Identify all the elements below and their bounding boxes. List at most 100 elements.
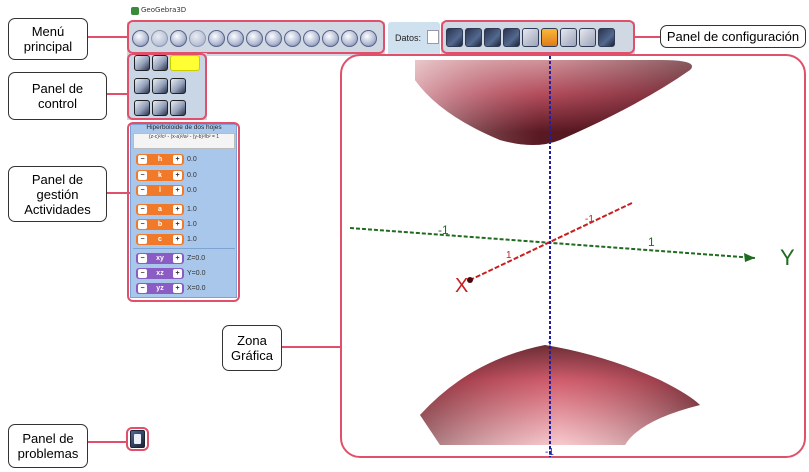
control-button-6[interactable] xyxy=(134,100,150,116)
y-axis-arrow xyxy=(744,253,755,262)
param-decrement-button[interactable]: − xyxy=(138,254,147,263)
graphics-view[interactable]: Y -1 1 X 1 -1 1 -1 xyxy=(340,55,806,458)
callout-panel-actividades: Panel de gestión Actividades xyxy=(8,166,107,222)
param-decrement-button[interactable]: − xyxy=(138,205,147,214)
control-button-7[interactable] xyxy=(152,100,168,116)
param-increment-button[interactable]: + xyxy=(173,171,182,180)
problems-highlight-box xyxy=(126,427,149,451)
activity-formula: (z-c)²/c² - (x-a)²/a² - (y-b)²/b² = 1 xyxy=(133,133,235,149)
param-value: 0.0 xyxy=(187,156,197,163)
param-row-1: − k + xyxy=(136,170,184,181)
param-value: 0.0 xyxy=(187,187,197,194)
callout-panel-problemas: Panel de problemas xyxy=(8,424,88,468)
param-row-7: − xz + xyxy=(136,268,184,279)
param-name: c xyxy=(158,236,162,243)
param-separator xyxy=(133,248,235,249)
menu-button-12[interactable] xyxy=(341,30,358,47)
param-decrement-button[interactable]: − xyxy=(138,284,147,293)
color-swatch[interactable] xyxy=(170,55,200,71)
x-axis-label: X xyxy=(455,275,468,297)
param-name: a xyxy=(158,206,162,213)
menu-callout-line xyxy=(87,36,127,38)
callout-panel-control: Panel de control xyxy=(8,72,107,120)
param-row-8: − yz + xyxy=(136,283,184,294)
control-button-8[interactable] xyxy=(170,100,186,116)
menu-highlight-box xyxy=(127,20,385,54)
param-increment-button[interactable]: + xyxy=(173,155,182,164)
config-button-6[interactable] xyxy=(541,28,558,47)
config-button-2[interactable] xyxy=(465,28,482,47)
control-button-5[interactable] xyxy=(170,78,186,94)
lower-sheet-shade xyxy=(420,345,700,445)
param-increment-button[interactable]: + xyxy=(173,235,182,244)
config-button-8[interactable] xyxy=(579,28,596,47)
menu-button-2[interactable] xyxy=(151,30,168,47)
menu-button-10[interactable] xyxy=(303,30,320,47)
config-button-7[interactable] xyxy=(560,28,577,47)
param-name: k xyxy=(158,172,162,179)
callout-panel-configuracion: Panel de configuración xyxy=(660,25,806,48)
param-increment-button[interactable]: + xyxy=(173,284,182,293)
app-title: GeoGebra3D xyxy=(141,6,187,14)
param-row-3: − a + xyxy=(136,204,184,215)
param-increment-button[interactable]: + xyxy=(173,205,182,214)
problems-callout-line xyxy=(88,441,126,443)
config-callout-line xyxy=(635,36,660,38)
menu-button-3[interactable] xyxy=(170,30,187,47)
menu-button-5[interactable] xyxy=(208,30,225,47)
menu-button-8[interactable] xyxy=(265,30,282,47)
param-value: 0.0 xyxy=(187,172,197,179)
control-button-3[interactable] xyxy=(134,78,150,94)
callout-menu-principal: Menú principal xyxy=(8,18,88,60)
param-decrement-button[interactable]: − xyxy=(138,235,147,244)
control-button-2[interactable] xyxy=(152,55,168,71)
menu-button-4[interactable] xyxy=(189,30,206,47)
param-row-2: − l + xyxy=(136,185,184,196)
param-row-0: − h + xyxy=(136,154,184,165)
menu-button-6[interactable] xyxy=(227,30,244,47)
datos-label: Datos: xyxy=(395,33,422,43)
config-button-3[interactable] xyxy=(484,28,501,47)
param-increment-button[interactable]: + xyxy=(173,220,182,229)
config-button-1[interactable] xyxy=(446,28,463,47)
param-increment-button[interactable]: + xyxy=(173,254,182,263)
control-button-4[interactable] xyxy=(152,78,168,94)
activities-callout-line xyxy=(107,192,130,194)
param-increment-button[interactable]: + xyxy=(173,269,182,278)
control-callout-line xyxy=(107,93,127,95)
menu-button-11[interactable] xyxy=(322,30,339,47)
menu-button-1[interactable] xyxy=(132,30,149,47)
menu-button-9[interactable] xyxy=(284,30,301,47)
activity-title: Hiperboloide de dos hojes xyxy=(146,124,222,131)
x-axis-end xyxy=(467,277,473,283)
datos-field[interactable] xyxy=(427,30,439,44)
param-decrement-button[interactable]: − xyxy=(138,220,147,229)
y-tick-pos: 1 xyxy=(648,235,655,249)
z-tick-neg: -1 xyxy=(545,447,554,458)
param-decrement-button[interactable]: − xyxy=(138,269,147,278)
param-name: h xyxy=(157,156,163,163)
problems-button[interactable] xyxy=(130,430,145,448)
param-row-6: − xy + xyxy=(136,253,184,264)
param-value: 1.0 xyxy=(187,206,197,213)
param-decrement-button[interactable]: − xyxy=(138,186,147,195)
param-increment-button[interactable]: + xyxy=(173,186,182,195)
config-button-5[interactable] xyxy=(522,28,539,47)
upper-sheet-shade xyxy=(415,60,692,145)
x-tick-pos: 1 xyxy=(506,250,512,261)
param-row-4: − b + xyxy=(136,219,184,230)
param-row-5: − c + xyxy=(136,234,184,245)
menu-button-7[interactable] xyxy=(246,30,263,47)
param-name: xy xyxy=(156,255,164,262)
param-name: b xyxy=(157,221,163,228)
config-button-9[interactable] xyxy=(598,28,615,47)
x-tick-neg: -1 xyxy=(585,214,594,225)
param-decrement-button[interactable]: − xyxy=(138,171,147,180)
config-highlight-box xyxy=(441,20,635,54)
config-button-4[interactable] xyxy=(503,28,520,47)
param-value: Y=0.0 xyxy=(187,270,206,277)
control-button-1[interactable] xyxy=(134,55,150,71)
param-decrement-button[interactable]: − xyxy=(138,155,147,164)
menu-button-13[interactable] xyxy=(360,30,377,47)
control-highlight-box xyxy=(127,53,207,120)
